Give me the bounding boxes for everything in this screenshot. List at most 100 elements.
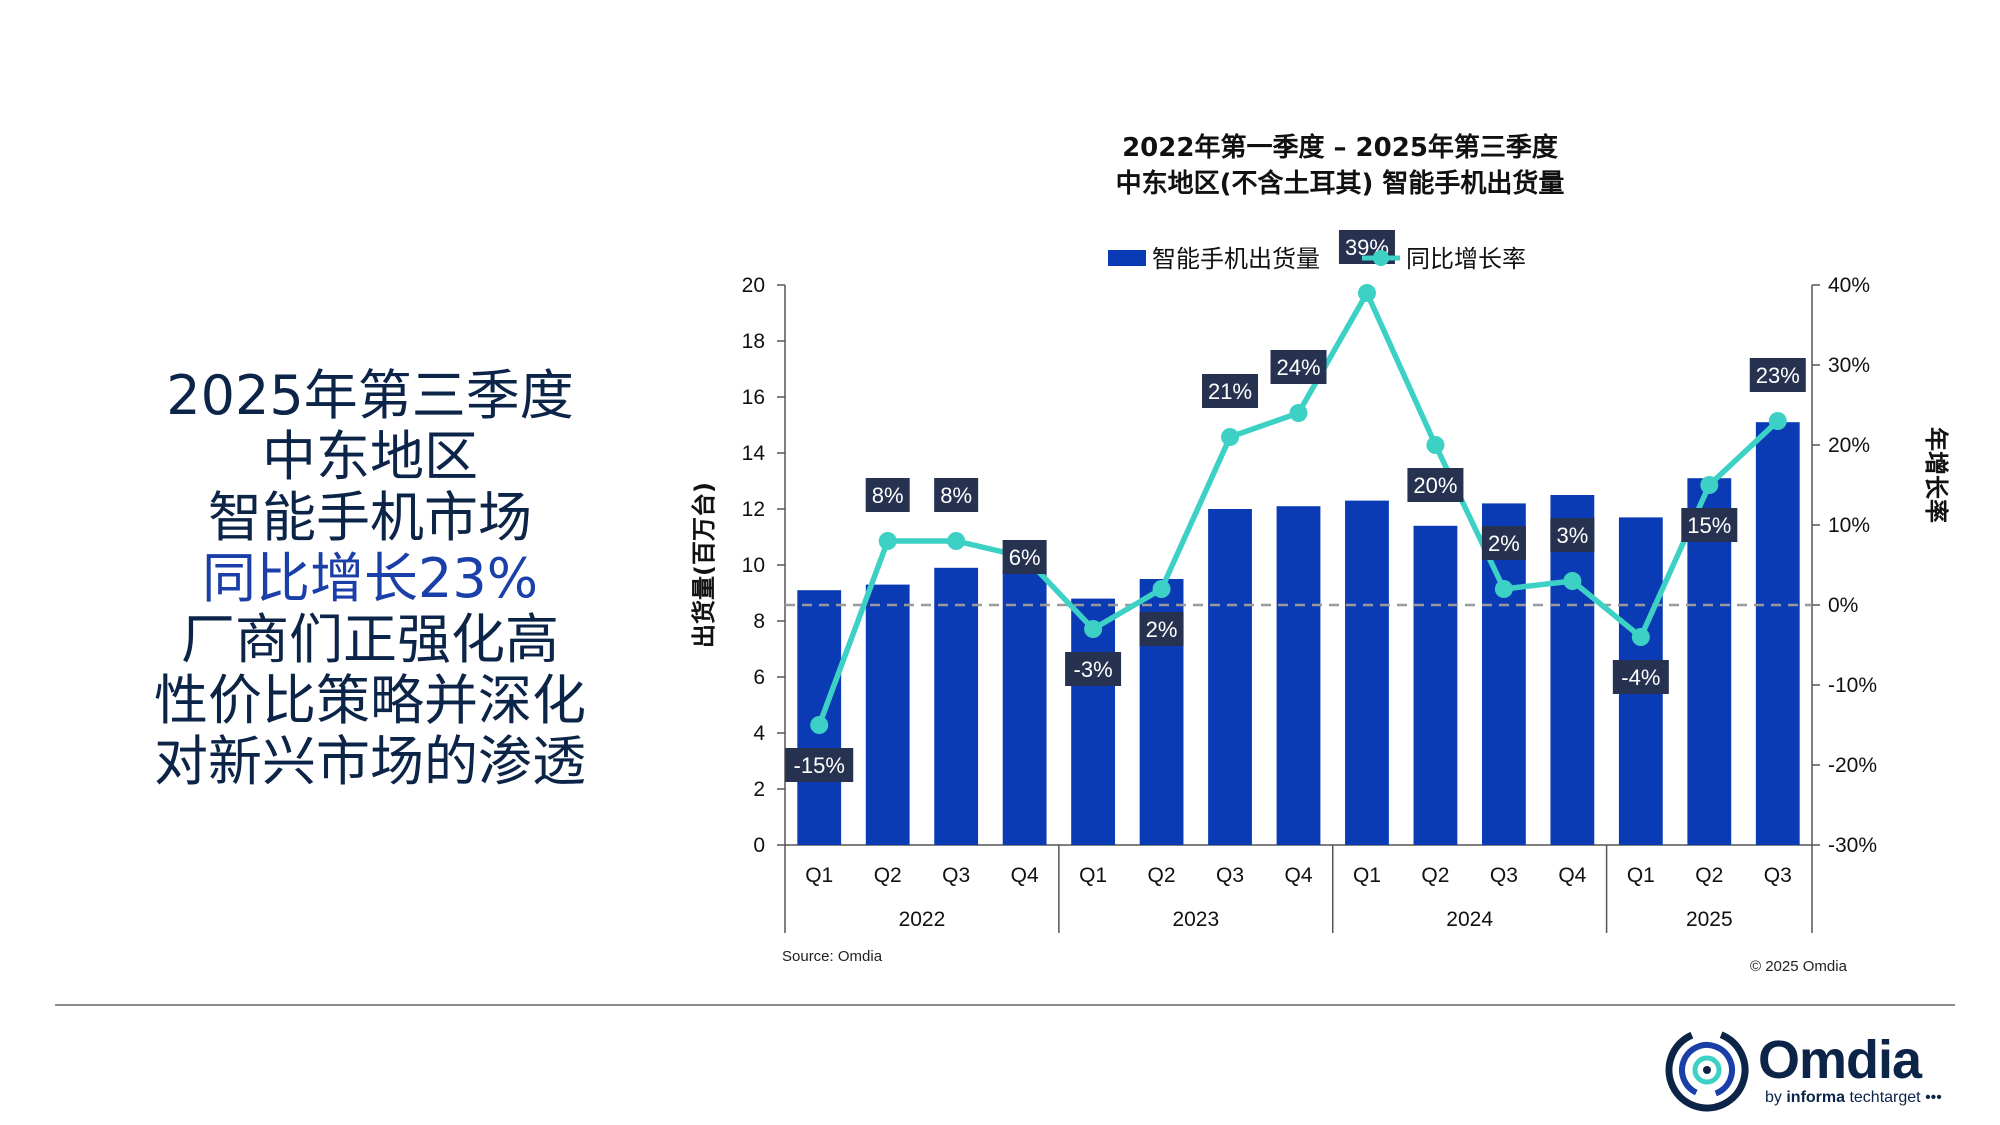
y-tick-label: 10 [742, 554, 765, 577]
growth-point [1700, 476, 1719, 494]
growth-label-box [1270, 350, 1327, 384]
growth-label: -3% [1074, 657, 1113, 682]
y-tick-label: 0 [753, 834, 765, 857]
growth-label-box [1139, 612, 1184, 646]
x-tick-label: Q3 [1764, 864, 1792, 887]
tagline-prefix: by [1765, 1089, 1787, 1106]
growth-label: 6% [1009, 545, 1041, 570]
headline: 2025年第三季度 中东地区 智能手机市场 同比增长23% 厂商们正强化高 性价… [80, 365, 660, 792]
y2-tick-label: 40% [1828, 274, 1870, 297]
growth-point [947, 532, 966, 550]
y2-tick-label: 30% [1828, 354, 1870, 377]
bar [1550, 495, 1595, 845]
x-tick-label: Q2 [874, 864, 902, 887]
x-tick-label: Q1 [1627, 864, 1655, 887]
bar [1002, 570, 1047, 845]
headline-line-6: 性价比策略并深化 [154, 669, 586, 732]
growth-label: 20% [1413, 473, 1457, 498]
source-note: Source: Omdia [782, 948, 883, 965]
growth-label: 21% [1208, 379, 1252, 404]
growth-label-box [1681, 508, 1738, 542]
growth-label-box [785, 748, 854, 782]
growth-point [1631, 628, 1650, 646]
tagline-techtarget: techtarget [1845, 1089, 1921, 1106]
growth-label-box [1407, 468, 1464, 502]
y2-axis-title: 年增长率 [1922, 427, 1950, 523]
growth-label-box [1749, 358, 1806, 392]
growth-point [810, 716, 829, 734]
legend-bar-label: 智能手机出货量 [1152, 245, 1320, 273]
chart-title-line-2: 中东地区(不含土耳其) 智能手机出货量 [1115, 169, 1565, 199]
legend-bar-swatch [1108, 250, 1146, 266]
growth-label: -15% [794, 753, 845, 778]
y2-tick-label: 20% [1828, 434, 1870, 457]
growth-point [1426, 436, 1445, 454]
growth-label-box [1202, 374, 1259, 408]
copyright-note: © 2025 Omdia [1750, 958, 1847, 975]
growth-label: 24% [1276, 355, 1320, 380]
bar [1413, 525, 1458, 845]
year-label: 2025 [1686, 908, 1733, 931]
footer-divider [55, 1004, 1955, 1006]
growth-point [1221, 428, 1240, 446]
y2-tick-label: -20% [1828, 754, 1877, 777]
headline-growth: 同比增长23% [201, 547, 539, 610]
x-tick-label: Q3 [1216, 864, 1244, 887]
y-tick-label: 16 [742, 386, 765, 409]
y-tick-label: 2 [753, 778, 765, 801]
headline-line-1: 2025年第三季度 [166, 364, 574, 427]
growth-point [1084, 620, 1103, 638]
year-label: 2024 [1446, 908, 1493, 931]
x-tick-label: Q3 [1490, 864, 1518, 887]
x-tick-label: Q3 [942, 864, 970, 887]
growth-label: 23% [1756, 363, 1800, 388]
growth-point [878, 532, 897, 550]
headline-line-3: 智能手机市场 [208, 486, 532, 549]
growth-point [1357, 284, 1376, 302]
growth-label: 3% [1556, 523, 1588, 548]
y-axis-title: 出货量(百万台) [690, 482, 718, 648]
growth-label-box [1550, 518, 1595, 552]
growth-point [1289, 404, 1308, 422]
y2-tick-label: -30% [1828, 834, 1877, 857]
y2-tick-label: 10% [1828, 514, 1870, 537]
growth-label-box [865, 478, 910, 512]
omdia-logo-mark-icon [1665, 1028, 1749, 1112]
legend-line-marker [1373, 250, 1389, 266]
y-tick-label: 20 [742, 274, 765, 297]
y-tick-label: 18 [742, 330, 765, 353]
bar [1208, 509, 1252, 845]
growth-label-box [934, 478, 979, 512]
x-tick-label: Q4 [1011, 864, 1039, 887]
growth-label: 8% [872, 483, 904, 508]
growth-label: 2% [1146, 617, 1178, 642]
growth-point [1563, 572, 1582, 590]
year-label: 2022 [899, 908, 946, 931]
growth-label: 8% [940, 483, 972, 508]
growth-label: -4% [1621, 665, 1660, 690]
growth-label-box [1065, 652, 1122, 686]
headline-line-7: 对新兴市场的渗透 [154, 730, 586, 793]
year-label: 2023 [1172, 908, 1219, 931]
chart-title: 2022年第一季度 – 2025年第三季度 中东地区(不含土耳其) 智能手机出货… [1000, 130, 1680, 202]
growth-label-box [1481, 526, 1526, 560]
y-tick-label: 12 [742, 498, 765, 521]
bar [1755, 422, 1800, 845]
omdia-tagline: by informa techtarget ••• [1765, 1089, 1942, 1106]
tagline-informa: informa [1786, 1089, 1846, 1106]
omdia-logo: Omdia by informa techtarget ••• [1662, 1025, 1952, 1115]
x-tick-label: Q1 [1079, 864, 1107, 887]
x-tick-label: Q4 [1284, 864, 1312, 887]
y2-tick-label: -10% [1828, 674, 1877, 697]
x-tick-label: Q1 [805, 864, 833, 887]
y-tick-label: 8 [753, 610, 765, 633]
x-tick-label: Q2 [1148, 864, 1176, 887]
headline-line-2: 中东地区 [262, 425, 478, 488]
growth-label: 15% [1687, 513, 1731, 538]
chart-title-line-1: 2022年第一季度 – 2025年第三季度 [1122, 133, 1558, 163]
headline-line-5: 厂商们正强化高 [181, 608, 559, 671]
legend-line-label: 同比增长率 [1406, 245, 1526, 273]
bar [1345, 500, 1389, 845]
x-tick-label: Q1 [1353, 864, 1381, 887]
